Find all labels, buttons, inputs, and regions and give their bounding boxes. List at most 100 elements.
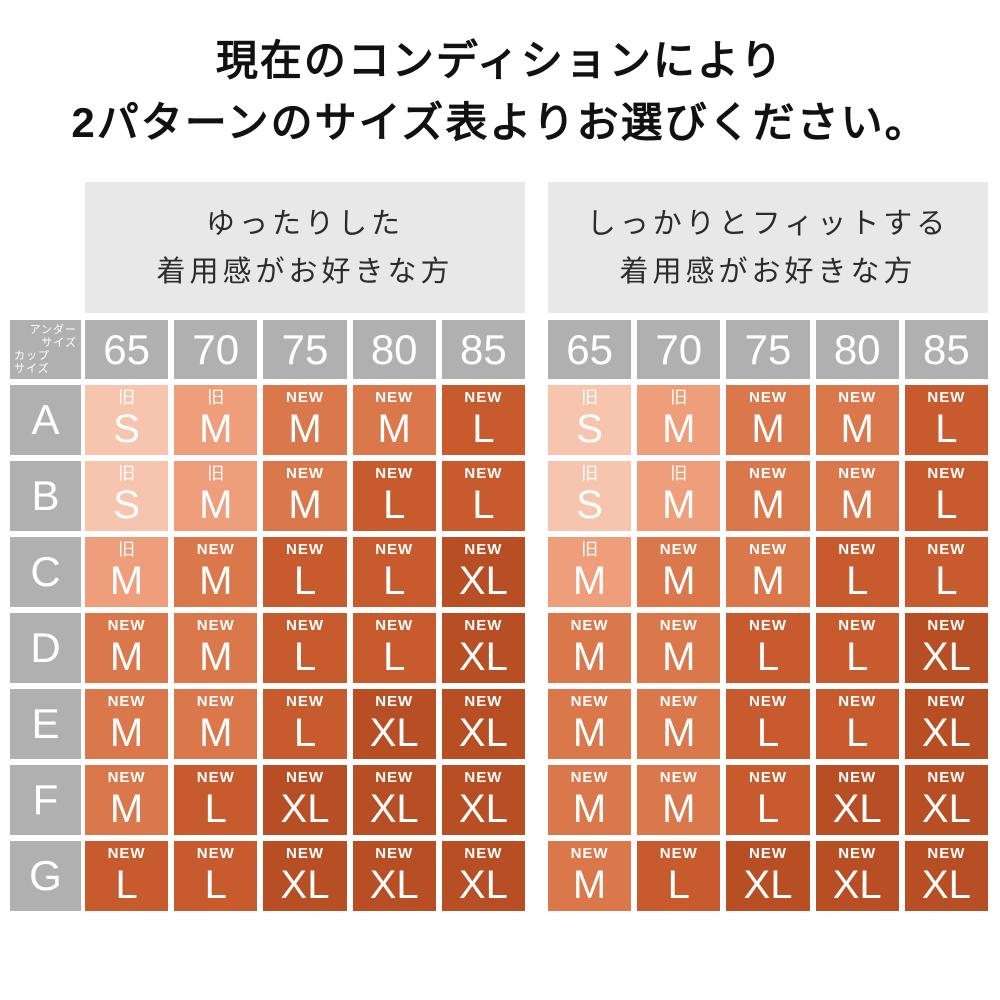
size-value: L	[935, 483, 958, 527]
size-value: M	[288, 483, 322, 527]
size-value: L	[846, 711, 869, 755]
size-value: M	[199, 635, 233, 679]
cup-row-label: F	[10, 765, 81, 835]
size-value: L	[935, 407, 958, 451]
size-value: M	[662, 407, 696, 451]
size-value: XL	[832, 863, 882, 907]
size-value: M	[109, 635, 144, 679]
new-size-tag: NEW	[464, 693, 503, 710]
size-value: M	[377, 407, 411, 451]
size-cell: NEW XL	[904, 613, 988, 683]
size-cell: NEW M	[174, 689, 258, 759]
size-value: L	[293, 635, 317, 679]
new-size-tag: NEW	[285, 541, 324, 558]
new-size-tag: NEW	[464, 845, 503, 862]
size-cell: NEW L	[441, 385, 525, 455]
size-value: L	[472, 483, 495, 527]
old-size-tag: 旧	[581, 540, 599, 559]
new-size-tag: NEW	[838, 693, 877, 710]
size-value: M	[751, 483, 785, 527]
new-size-tag: NEW	[927, 845, 966, 862]
new-size-tag: NEW	[748, 845, 787, 862]
size-value: L	[935, 559, 958, 603]
size-value: XL	[743, 863, 793, 907]
size-value: M	[199, 483, 233, 527]
size-value: M	[662, 559, 696, 603]
new-size-tag: NEW	[838, 769, 877, 786]
size-value: XL	[458, 787, 508, 831]
band-col-label: 75	[263, 320, 347, 379]
size-value: S	[576, 483, 603, 527]
size-cell: NEW L	[174, 841, 258, 911]
size-cell: NEW M	[815, 385, 899, 455]
new-size-tag: NEW	[748, 617, 787, 634]
size-cell: NEW XL	[904, 689, 988, 759]
size-value: L	[204, 787, 227, 831]
size-value: M	[109, 711, 144, 755]
size-cell: NEW M	[352, 385, 436, 455]
new-size-tag: NEW	[285, 465, 324, 482]
size-cell: NEW L	[904, 461, 988, 531]
size-value: M	[199, 407, 233, 451]
size-value: M	[751, 407, 785, 451]
size-value: L	[383, 559, 406, 603]
size-value: L	[846, 635, 869, 679]
new-size-tag: NEW	[464, 617, 503, 634]
size-value: XL	[921, 711, 971, 755]
size-cell: NEW M	[174, 613, 258, 683]
size-cell: NEW L	[726, 765, 810, 835]
size-value: XL	[280, 787, 330, 831]
new-size-tag: NEW	[107, 617, 146, 634]
new-size-tag: NEW	[927, 693, 966, 710]
new-size-tag: NEW	[570, 769, 609, 786]
new-size-tag: NEW	[659, 541, 698, 558]
new-size-tag: NEW	[375, 693, 414, 710]
old-size-tag: 旧	[581, 388, 599, 407]
size-cell: NEW M	[726, 537, 810, 607]
size-cell: NEW XL	[263, 841, 347, 911]
size-value: XL	[369, 711, 419, 755]
old-size-tag: 旧	[670, 388, 688, 407]
size-cell: NEW XL	[815, 841, 899, 911]
size-value: XL	[921, 787, 971, 831]
size-cell: NEW XL	[904, 841, 988, 911]
size-value: M	[662, 483, 696, 527]
size-cell: NEW L	[815, 613, 899, 683]
size-cell: NEW XL	[352, 765, 436, 835]
band-col-label: 80	[815, 320, 899, 379]
new-size-tag: NEW	[748, 465, 787, 482]
size-value: L	[667, 863, 690, 907]
size-cell: NEW XL	[352, 841, 436, 911]
new-size-tag: NEW	[570, 617, 609, 634]
size-cell: NEW XL	[441, 765, 525, 835]
size-cell: NEW L	[352, 537, 436, 607]
old-size-tag: 旧	[118, 388, 136, 407]
size-cell: NEW M	[548, 765, 632, 835]
old-size-tag: 旧	[207, 388, 225, 407]
new-size-tag: NEW	[285, 389, 324, 406]
size-value: XL	[921, 863, 971, 907]
new-size-tag: NEW	[748, 541, 787, 558]
new-size-tag: NEW	[285, 769, 324, 786]
size-cell: NEW L	[637, 841, 721, 911]
size-cell: NEW L	[815, 689, 899, 759]
new-size-tag: NEW	[659, 769, 698, 786]
caption-line1: ゆったりした	[205, 207, 404, 240]
band-col-label: 70	[637, 320, 721, 379]
size-cell: NEW M	[815, 461, 899, 531]
size-cell: NEW L	[726, 613, 810, 683]
size-cell: NEW XL	[441, 613, 525, 683]
cup-row-label: G	[10, 841, 81, 911]
size-cell: NEW M	[174, 537, 258, 607]
new-size-tag: NEW	[285, 845, 324, 862]
size-cell: NEW L	[441, 461, 525, 531]
size-value: M	[572, 863, 607, 907]
band-col-label: 65	[548, 320, 632, 379]
new-size-tag: NEW	[748, 693, 787, 710]
size-value: L	[756, 787, 780, 831]
